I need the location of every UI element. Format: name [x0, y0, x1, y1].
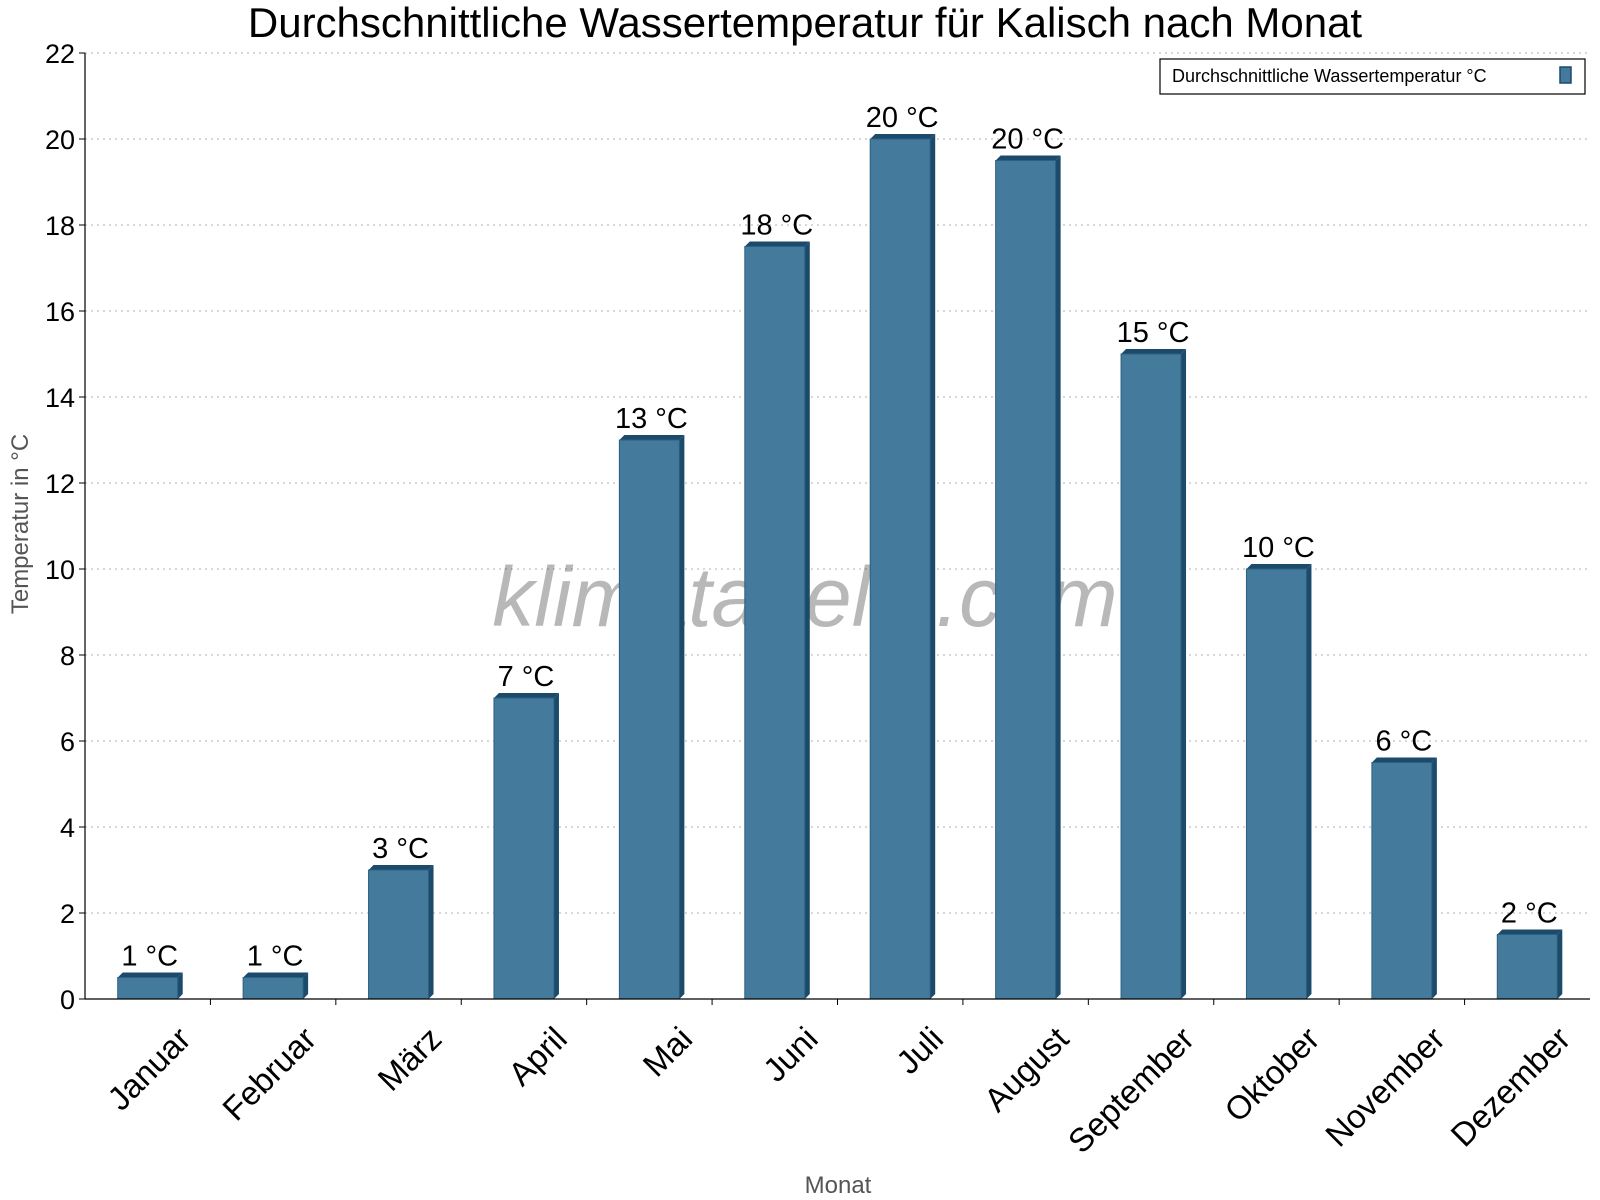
bar-top: [1246, 564, 1312, 569]
x-tick-label: Juni: [756, 1020, 825, 1089]
x-axis-label: Monat: [805, 1172, 872, 1199]
bar-side: [1055, 155, 1061, 999]
axes: [79, 52, 1590, 1005]
y-tick-label: 16: [45, 297, 75, 327]
x-tick-label: Oktober: [1217, 1020, 1326, 1129]
bar-face: [1245, 568, 1307, 1000]
bar-side: [930, 134, 936, 999]
x-ticks: Januar Februar März April Mai Juni Juli AugustS…: [100, 1020, 1577, 1160]
y-axis-label: Temperatur in °C: [7, 434, 34, 614]
bar-side: [303, 972, 309, 999]
data-label: 1 °C: [247, 941, 304, 973]
data-label: 7 °C: [498, 661, 555, 693]
bar-april: [493, 693, 559, 1000]
y-tick-label: 0: [60, 985, 75, 1015]
legend: Durchschnittliche Wassertemperatur °C: [1159, 58, 1586, 95]
grid: [85, 52, 1590, 914]
x-tick-label: April: [501, 1020, 574, 1093]
chart-title: Durchschnittliche Wassertemperatur für K…: [248, 0, 1363, 46]
bar-top: [1121, 349, 1187, 354]
bar-top: [744, 241, 810, 247]
bar-dezember: [1496, 929, 1563, 1000]
bar-juni: [744, 241, 810, 1000]
bar-top: [1371, 757, 1437, 763]
bar-face: [744, 246, 806, 1000]
data-label: 6 °C: [1376, 726, 1433, 758]
bar-side: [553, 693, 559, 999]
bar-top: [493, 693, 559, 698]
bar-top: [1497, 929, 1563, 935]
bar-face: [1120, 353, 1182, 1000]
bar-side: [428, 865, 434, 999]
y-tick-label: 12: [45, 469, 75, 499]
y-ticks: 0 2 4 6 8 10 12 14 16 18 20 22: [45, 39, 75, 1015]
x-tick-label: Januar: [100, 1020, 198, 1118]
bar-side: [1557, 929, 1563, 999]
bar-mai: [618, 435, 685, 1000]
data-labels: 1 °C 1 °C 3 °C 7 °C 13 °C 18 °C 20 °C 20 °C 15 °…: [121, 102, 1557, 973]
bar-face: [869, 138, 931, 1000]
bar-top: [243, 972, 309, 978]
y-tick-label: 20: [45, 125, 75, 155]
data-label: 13 °C: [615, 403, 688, 435]
y-tick-label: 4: [60, 813, 75, 843]
bar-face: [117, 977, 179, 1000]
y-tick-label: 2: [60, 899, 75, 929]
y-tick-label: 6: [60, 727, 75, 757]
bar-face: [242, 977, 304, 1000]
bar-februar: [242, 972, 309, 1000]
bar-oktober: [1245, 564, 1312, 1000]
bar-top: [368, 865, 434, 870]
data-label: 20 °C: [991, 124, 1064, 156]
y-tick-label: 8: [60, 641, 75, 671]
bar-face: [1371, 762, 1433, 1000]
bar-januar: [117, 972, 183, 1000]
bar-side: [1306, 564, 1312, 999]
bar-top: [117, 972, 183, 978]
data-label: 18 °C: [740, 210, 813, 242]
y-tick-label: 18: [45, 211, 75, 241]
x-tick-label: September: [1061, 1020, 1201, 1160]
y-tick-label: 22: [45, 39, 75, 69]
bar-august: [995, 155, 1061, 1000]
x-tick-label: Dezember: [1443, 1020, 1577, 1154]
data-label: 10 °C: [1242, 532, 1315, 564]
x-tick-label: August: [977, 1020, 1076, 1119]
bar-top: [619, 435, 685, 440]
bar-side: [804, 241, 810, 999]
data-label: 20 °C: [866, 102, 939, 134]
data-label: 15 °C: [1117, 317, 1190, 349]
bar-top: [870, 134, 936, 139]
x-tick-label: Mai: [636, 1020, 700, 1084]
bar-face: [995, 160, 1057, 1000]
bar-juli: [869, 134, 936, 1000]
bar-november: [1371, 757, 1437, 1000]
bar-side: [1181, 349, 1187, 999]
bar-side: [177, 972, 183, 999]
bar-face: [493, 697, 555, 1000]
bar-face: [1496, 934, 1558, 1000]
bar-face: [368, 869, 430, 1000]
x-tick-label: März: [370, 1020, 448, 1098]
bar-side: [1431, 757, 1437, 999]
data-label: 1 °C: [121, 941, 178, 973]
y-tick-label: 14: [45, 383, 75, 413]
y-tick-label: 10: [45, 555, 75, 585]
bar-face: [618, 439, 680, 1000]
bar-märz: [368, 865, 434, 1000]
legend-swatch: [1559, 66, 1572, 84]
x-tick-label: November: [1318, 1020, 1452, 1154]
legend-entry-label: Durchschnittliche Wassertemperatur °C: [1172, 66, 1487, 86]
data-label: 3 °C: [372, 833, 429, 865]
bars: [117, 134, 1563, 1000]
x-tick-label: Februar: [215, 1020, 323, 1128]
bar-top: [995, 155, 1061, 161]
bar-side: [679, 435, 685, 999]
legend-box: [1159, 58, 1586, 95]
bar-september: [1120, 349, 1187, 1000]
x-tick-label: Juli: [889, 1020, 950, 1081]
data-label: 2 °C: [1501, 898, 1558, 930]
